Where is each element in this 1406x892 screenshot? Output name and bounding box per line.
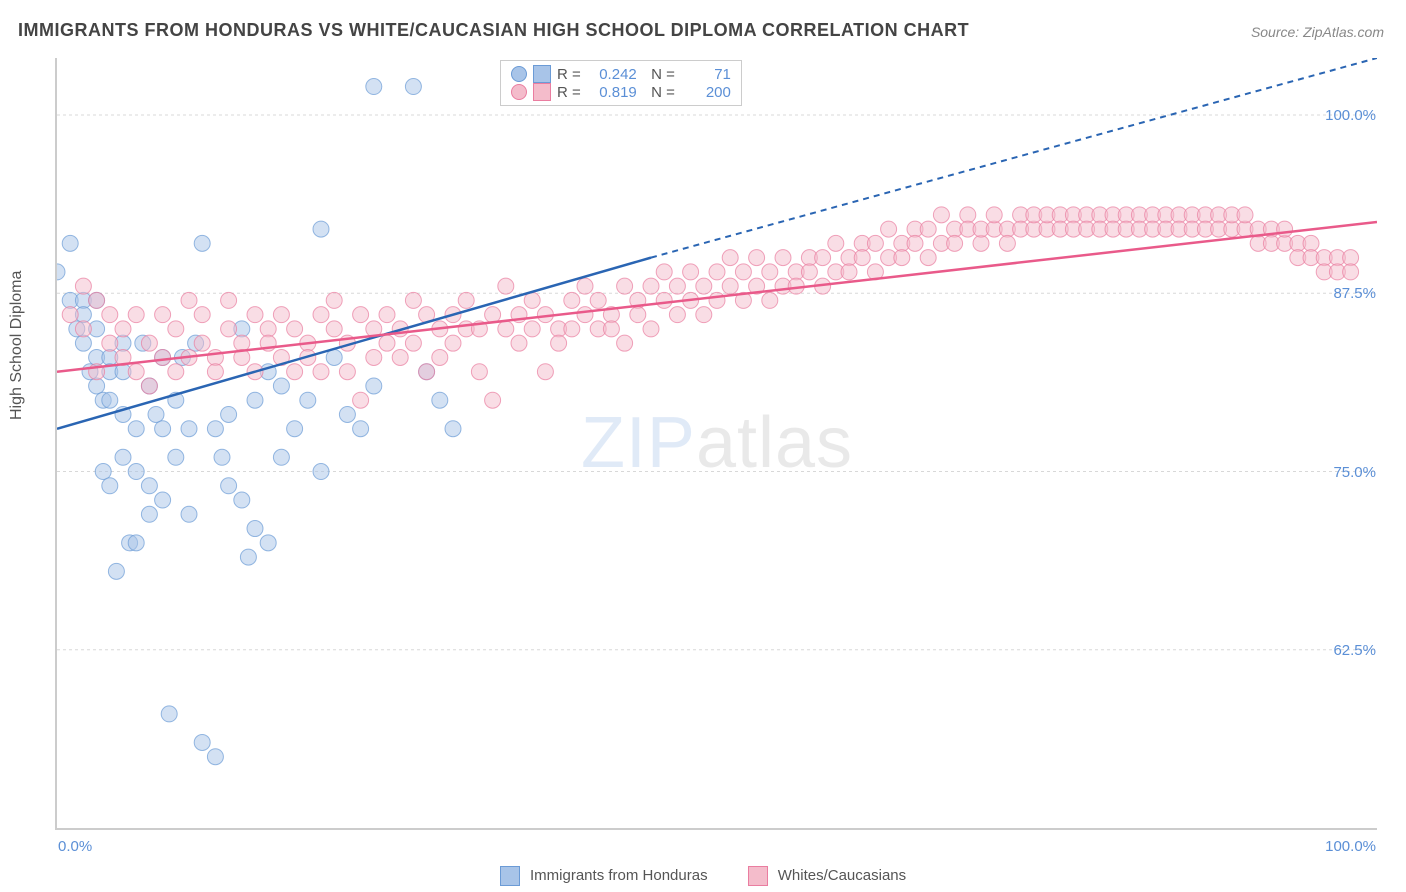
- legend-marker-circle-1: [511, 66, 527, 82]
- bottom-legend: Immigrants from Honduras Whites/Caucasia…: [0, 866, 1406, 886]
- legend-n-label: N =: [643, 84, 675, 101]
- y-tick-label: 87.5%: [1333, 285, 1376, 302]
- x-tick-label-min: 0.0%: [58, 838, 92, 855]
- correlation-legend: R = 0.242 N = 71 R = 0.819 N = 200: [500, 60, 742, 106]
- y-axis-label: High School Diploma: [8, 271, 26, 420]
- source-attribution: Source: ZipAtlas.com: [1251, 24, 1384, 40]
- chart-container: IMMIGRANTS FROM HONDURAS VS WHITE/CAUCAS…: [0, 0, 1406, 892]
- legend-swatch-1: [500, 866, 520, 886]
- legend-r-value-1: 0.242: [587, 66, 637, 83]
- y-tick-label: 62.5%: [1333, 642, 1376, 659]
- legend-label-2: Whites/Caucasians: [778, 867, 906, 884]
- legend-item-1: Immigrants from Honduras: [500, 866, 708, 886]
- y-tick-label: 100.0%: [1325, 107, 1376, 124]
- y-tick-label: 75.0%: [1333, 464, 1376, 481]
- legend-r-value-2: 0.819: [587, 84, 637, 101]
- legend-n-value-2: 200: [681, 84, 731, 101]
- legend-swatch-2: [748, 866, 768, 886]
- legend-row-series2: R = 0.819 N = 200: [511, 83, 731, 101]
- legend-marker-square-1: [533, 65, 551, 83]
- legend-n-value-1: 71: [681, 66, 731, 83]
- legend-label-1: Immigrants from Honduras: [530, 867, 708, 884]
- scatter-svg: [57, 58, 1377, 828]
- legend-marker-square-2: [533, 83, 551, 101]
- legend-row-series1: R = 0.242 N = 71: [511, 65, 731, 83]
- legend-marker-circle-2: [511, 84, 527, 100]
- x-tick-label-max: 100.0%: [1325, 838, 1376, 855]
- legend-n-label: N =: [643, 66, 675, 83]
- plot-area: ZIPatlas: [55, 58, 1377, 830]
- chart-title: IMMIGRANTS FROM HONDURAS VS WHITE/CAUCAS…: [18, 20, 969, 41]
- legend-item-2: Whites/Caucasians: [748, 866, 907, 886]
- legend-r-label: R =: [557, 84, 581, 101]
- legend-r-label: R =: [557, 66, 581, 83]
